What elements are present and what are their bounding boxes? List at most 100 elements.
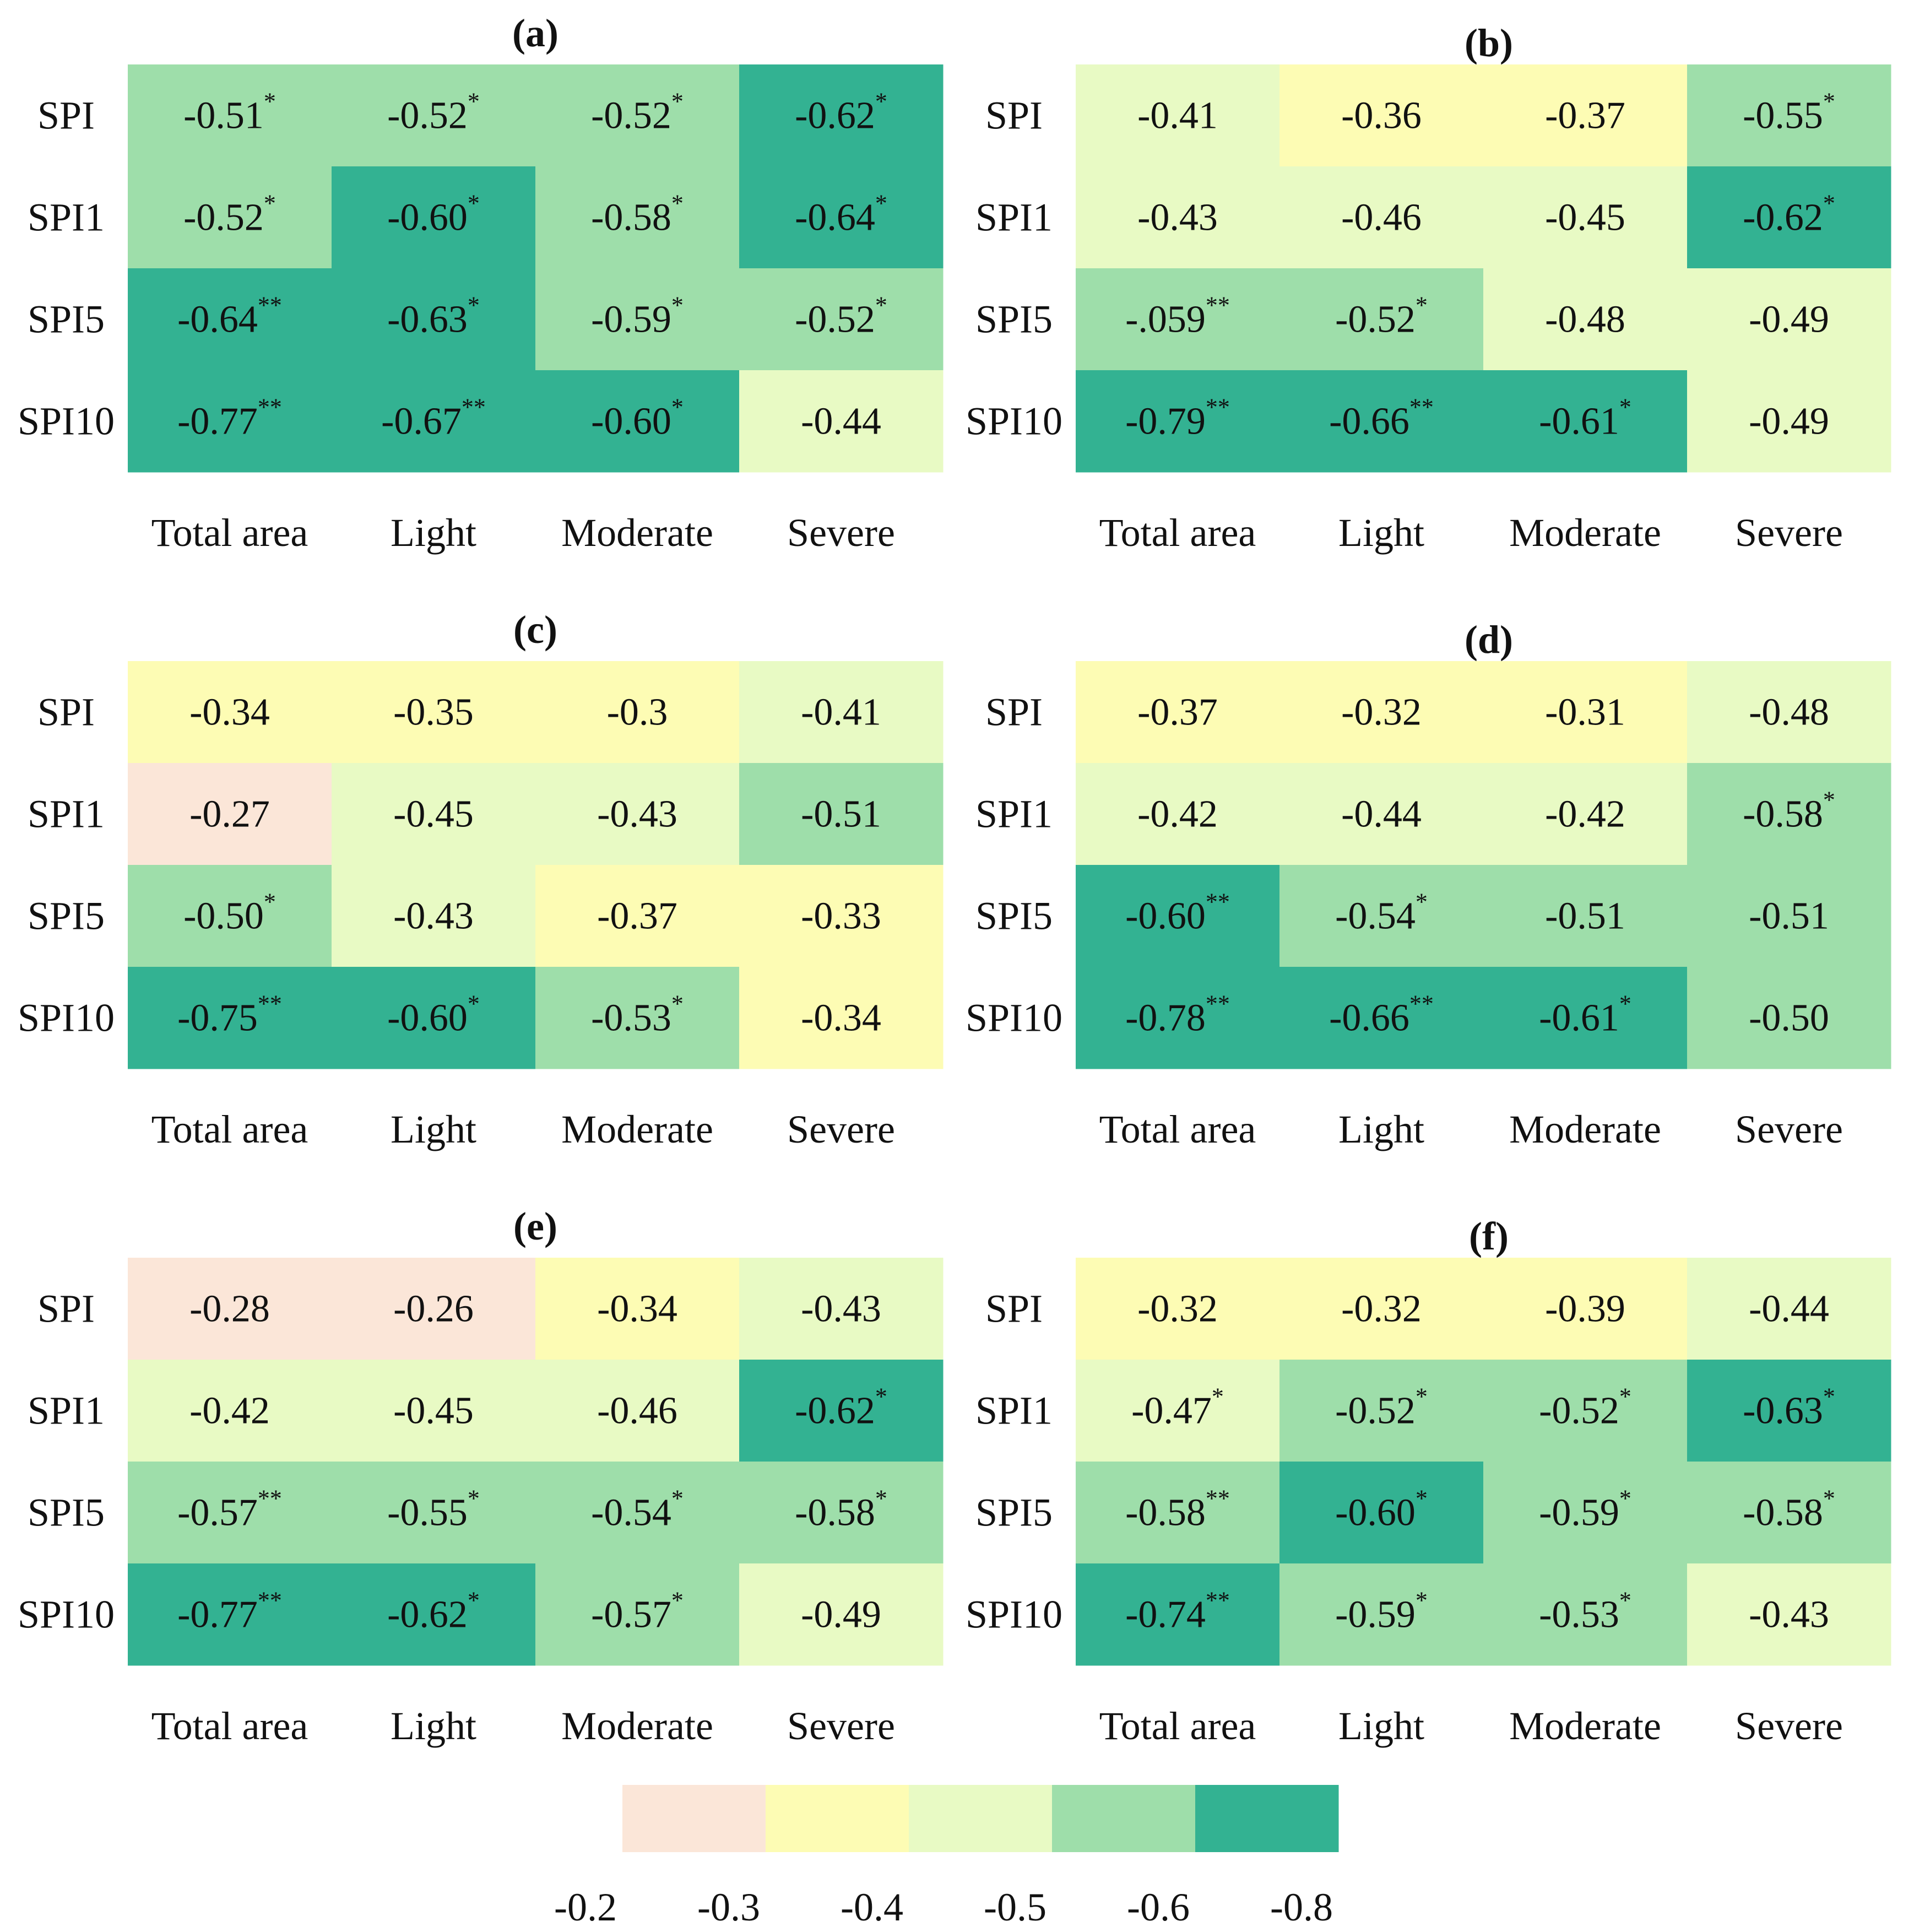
cell-value: -0.44 <box>1749 1287 1829 1330</box>
cell-value: -0.50* <box>183 888 276 937</box>
heatmap-cell <box>1687 1258 1891 1360</box>
significance-mark: * <box>671 1485 684 1512</box>
heatmap-cell <box>535 64 740 167</box>
heatmap-cell <box>535 967 740 1069</box>
significance-mark: * <box>1619 1383 1631 1410</box>
significance-mark: * <box>1823 88 1835 115</box>
cell-value: -0.63* <box>1743 1383 1835 1432</box>
heatmap-cell <box>1279 1360 1484 1462</box>
heatmap-cell <box>1687 865 1891 967</box>
heatmap-cell <box>1687 967 1891 1069</box>
row-label: SPI1 <box>28 196 105 240</box>
row-label: SPI5 <box>975 894 1053 938</box>
significance-mark: * <box>468 291 480 318</box>
cell-value: -0.41 <box>1137 94 1218 137</box>
heatmap-cell <box>739 64 944 167</box>
heatmap-cell <box>1279 763 1484 865</box>
panel-b: (b) -0.41 -0.36 -0.37 -0.55* -0.43 -0.46 -0.45 -… <box>966 21 1891 555</box>
column-label: Total area <box>1099 511 1256 555</box>
heatmap-cell <box>1483 1258 1688 1360</box>
heatmap-cell <box>332 661 536 764</box>
heatmap-cell <box>1279 1462 1484 1564</box>
significance-mark: * <box>1619 1485 1631 1512</box>
heatmap-cell <box>535 1258 740 1360</box>
row-label: SPI10 <box>966 1593 1062 1637</box>
heatmap-cell <box>1076 370 1280 473</box>
cell-value: -0.42 <box>189 1389 270 1432</box>
heatmap-cell <box>128 370 332 473</box>
heatmap-cell <box>128 1462 332 1564</box>
significance-mark: * <box>1416 888 1428 915</box>
significance-mark: * <box>1823 1485 1835 1512</box>
cell-value: -0.46 <box>1341 196 1422 239</box>
panel-title: (f) <box>1469 1214 1509 1258</box>
significance-mark: * <box>1416 1485 1428 1512</box>
cell-value: -0.62* <box>387 1587 480 1636</box>
panel-title: (b) <box>1465 21 1513 65</box>
cell-value: -0.55* <box>387 1485 480 1534</box>
row-label: SPI10 <box>18 996 115 1040</box>
panel-title: (a) <box>512 11 559 55</box>
colorbar-tick-label: -0.3 <box>697 1885 760 1929</box>
heatmap-cell <box>1076 661 1280 764</box>
heatmap-cell <box>739 1258 944 1360</box>
column-label: Moderate <box>1509 1704 1661 1748</box>
cell-value: -0.52* <box>387 88 480 137</box>
heatmap-cell <box>739 1563 944 1666</box>
row-label: SPI5 <box>28 297 105 342</box>
cell-value: -0.58* <box>591 190 684 239</box>
row-label: SPI1 <box>28 792 105 836</box>
significance-mark: * <box>1619 393 1631 420</box>
cell-value: -0.62* <box>795 1383 887 1432</box>
row-label: SPI <box>985 94 1043 138</box>
cell-value: -0.27 <box>189 793 270 835</box>
cell-value: -0.53* <box>1539 1587 1631 1636</box>
cell-value: -0.74** <box>1125 1587 1230 1636</box>
heatmap-cell <box>1076 1462 1280 1564</box>
cell-value: -0.43 <box>801 1287 881 1330</box>
heatmap-cell <box>332 865 536 967</box>
cell-value: -.059** <box>1125 291 1230 340</box>
heatmap-cell <box>535 370 740 473</box>
heatmap-cell <box>1687 1360 1891 1462</box>
heatmap-cell <box>128 967 332 1069</box>
heatmap-cell <box>128 1563 332 1666</box>
heatmap-cell <box>1076 865 1280 967</box>
cell-value: -0.34 <box>189 691 270 733</box>
cell-value: -0.36 <box>1341 94 1422 137</box>
heatmap-cell <box>1483 1360 1688 1462</box>
cell-value: -0.49 <box>1749 298 1829 340</box>
cell-value: -0.37 <box>597 895 677 937</box>
cell-value: -0.57** <box>177 1485 282 1534</box>
heatmap-cell <box>1279 268 1484 371</box>
heatmap-cell <box>128 865 332 967</box>
cell-value: -0.59* <box>1335 1587 1428 1636</box>
heatmap-cell <box>1076 64 1280 167</box>
column-label: Severe <box>787 511 895 555</box>
cell-value: -0.39 <box>1545 1287 1625 1330</box>
cell-value: -0.58* <box>1743 1485 1835 1534</box>
cell-value: -0.49 <box>1749 400 1829 442</box>
heatmap-cell <box>128 661 332 764</box>
column-label: Severe <box>1735 1107 1843 1151</box>
heatmap-cell <box>1483 661 1688 764</box>
heatmap-cell <box>1279 1258 1484 1360</box>
column-label: Severe <box>1735 1704 1843 1748</box>
heatmap-cell <box>535 1462 740 1564</box>
cell-value: -0.48 <box>1749 691 1829 733</box>
column-label: Light <box>1338 511 1424 555</box>
cell-value: -0.52* <box>591 88 684 137</box>
heatmap-cell <box>739 967 944 1069</box>
colorbar-bin <box>766 1785 909 1852</box>
cell-value: -0.48 <box>1545 298 1625 340</box>
cell-value: -0.35 <box>393 691 474 733</box>
heatmap-cell <box>1687 661 1891 764</box>
row-label: SPI <box>985 690 1043 734</box>
panel-title: (d) <box>1465 618 1513 662</box>
heatmap-cell <box>739 370 944 473</box>
heatmap-cell <box>739 661 944 764</box>
cell-value: -0.43 <box>393 895 474 937</box>
heatmap-cell <box>1687 64 1891 167</box>
significance-mark: * <box>875 88 887 115</box>
colorbar-tick-label: -0.2 <box>554 1885 617 1929</box>
